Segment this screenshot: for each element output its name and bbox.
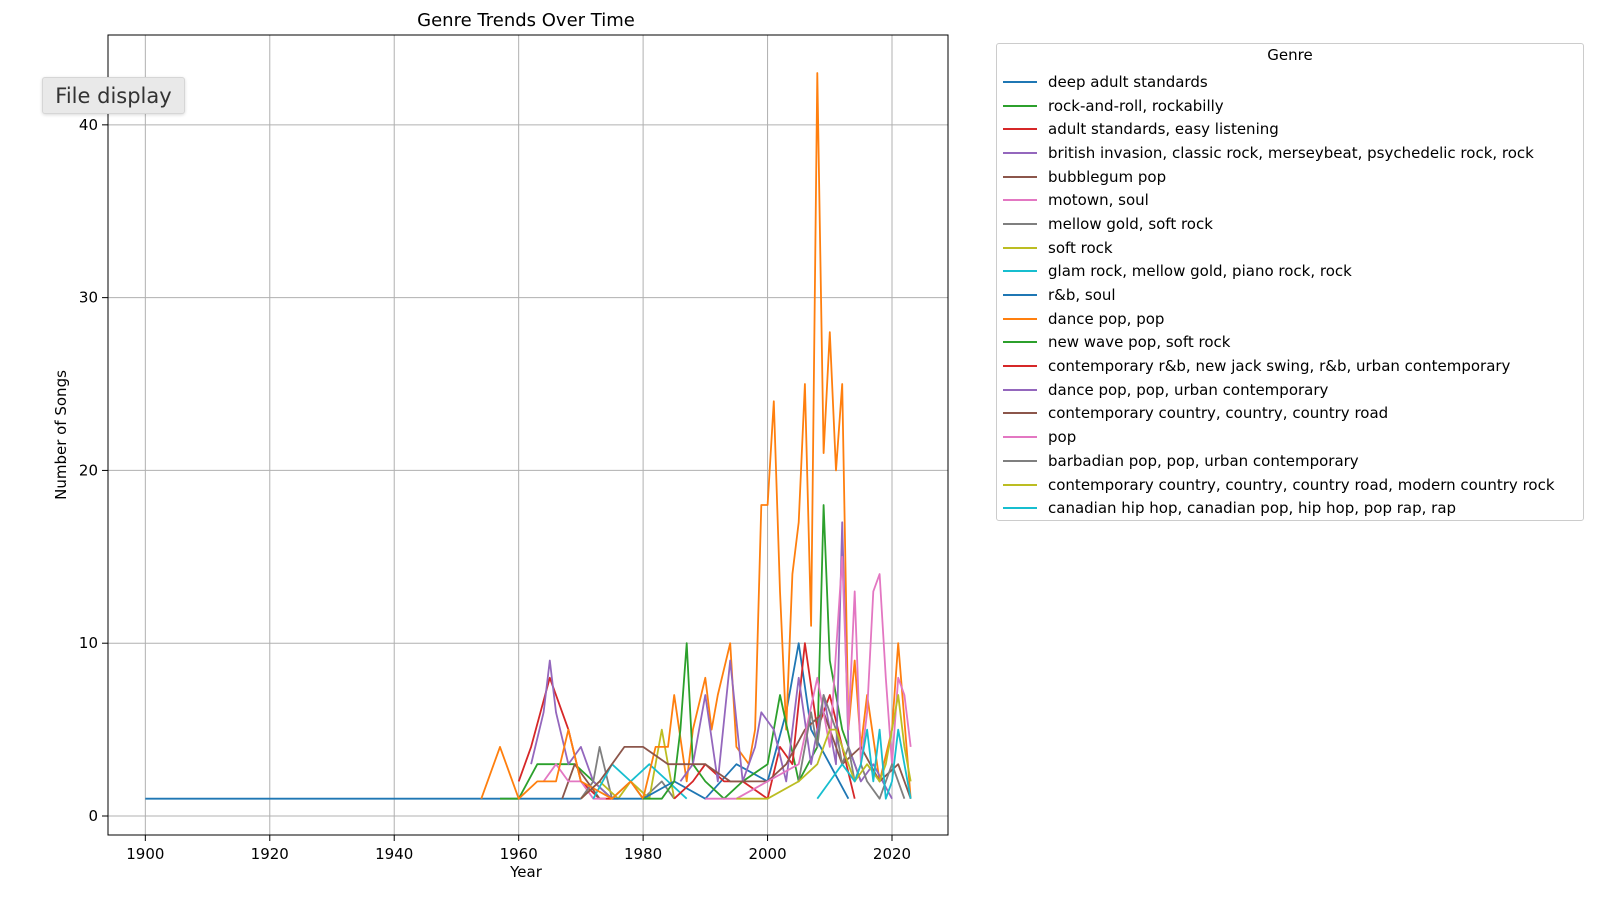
x-axis-label: Year xyxy=(509,863,543,881)
legend-item: soft rock xyxy=(1003,236,1579,260)
chart-title: Genre Trends Over Time xyxy=(417,10,635,31)
legend-swatch xyxy=(1003,151,1037,154)
legend-swatch xyxy=(1003,222,1037,225)
legend-label: contemporary r&b, new jack swing, r&b, u… xyxy=(1048,357,1511,376)
y-tick-label: 10 xyxy=(79,634,98,652)
legend-label: barbadian pop, pop, urban contemporary xyxy=(1048,451,1359,470)
legend-label: rock-and-roll, rockabilly xyxy=(1048,96,1224,115)
legend-label: soft rock xyxy=(1048,238,1113,257)
legend-label: pop xyxy=(1048,428,1077,447)
legend-item: adult standards, easy listening xyxy=(1003,117,1579,141)
legend: Genre deep adult standards rock-and-roll,… xyxy=(996,43,1584,521)
plot-frame xyxy=(107,34,949,836)
legend-item: bubblegum pop xyxy=(1003,165,1579,189)
legend-swatch xyxy=(1003,483,1037,486)
x-tick-label: 1980 xyxy=(624,845,662,863)
legend-item: barbadian pop, pop, urban contemporary xyxy=(1003,449,1579,473)
y-tick-label: 30 xyxy=(79,289,98,307)
legend-label: dance pop, pop, urban contemporary xyxy=(1048,380,1329,399)
series-lines xyxy=(145,72,912,800)
x-tick-label: 1920 xyxy=(251,845,289,863)
legend-swatch xyxy=(1003,341,1037,344)
file-display-button[interactable]: File display xyxy=(42,77,185,114)
legend-item: glam rock, mellow gold, piano rock, rock xyxy=(1003,260,1579,284)
legend-item: motown, soul xyxy=(1003,188,1579,212)
legend-label: new wave pop, soft rock xyxy=(1048,333,1231,352)
legend-items: deep adult standards rock-and-roll, rocka… xyxy=(1003,70,1579,520)
legend-label: contemporary country, country, country r… xyxy=(1048,475,1555,494)
legend-label: motown, soul xyxy=(1048,191,1149,210)
x-tick-label: 1900 xyxy=(126,845,164,863)
axis-ticks: 1900 1920 1940 1960 1980 2000 2020 0 10 20 30 40 xyxy=(79,116,911,863)
x-tick-label: 1960 xyxy=(500,845,538,863)
legend-label: british invasion, classic rock, merseybe… xyxy=(1048,143,1534,162)
legend-label: adult standards, easy listening xyxy=(1048,120,1279,139)
legend-title: Genre xyxy=(1267,46,1313,64)
series-line xyxy=(480,72,912,800)
legend-label: bubblegum pop xyxy=(1048,167,1167,186)
legend-item: mellow gold, soft rock xyxy=(1003,212,1579,236)
legend-item: new wave pop, soft rock xyxy=(1003,331,1579,355)
x-tick-label: 1940 xyxy=(375,845,413,863)
legend-item: deep adult standards xyxy=(1003,70,1579,94)
y-tick-label: 20 xyxy=(79,461,98,479)
legend-swatch xyxy=(1003,80,1037,83)
legend-swatch xyxy=(1003,246,1037,249)
y-tick-label: 0 xyxy=(88,807,98,825)
legend-swatch xyxy=(1003,412,1037,415)
legend-swatch xyxy=(1003,128,1037,131)
series-line xyxy=(530,659,613,800)
series-line xyxy=(705,555,912,800)
x-tick-label: 2000 xyxy=(748,845,786,863)
legend-label: deep adult standards xyxy=(1048,72,1208,91)
x-tick-label: 2020 xyxy=(873,845,911,863)
y-tick-label: 40 xyxy=(79,116,98,134)
legend-item: british invasion, classic rock, merseybe… xyxy=(1003,141,1579,165)
legend-item: rock-and-roll, rockabilly xyxy=(1003,94,1579,118)
legend-item: dance pop, pop xyxy=(1003,307,1579,331)
legend-label: canadian hip hop, canadian pop, hip hop,… xyxy=(1048,499,1457,518)
legend-label: glam rock, mellow gold, piano rock, rock xyxy=(1048,262,1352,281)
legend-swatch xyxy=(1003,459,1037,462)
legend-swatch xyxy=(1003,317,1037,320)
legend-swatch xyxy=(1003,436,1037,439)
legend-item: canadian hip hop, canadian pop, hip hop,… xyxy=(1003,496,1579,520)
legend-item: contemporary country, country, country r… xyxy=(1003,402,1579,426)
legend-label: contemporary country, country, country r… xyxy=(1048,404,1389,423)
legend-label: mellow gold, soft rock xyxy=(1048,214,1213,233)
legend-item: dance pop, pop, urban contemporary xyxy=(1003,378,1579,402)
legend-label: r&b, soul xyxy=(1048,286,1116,305)
legend-swatch xyxy=(1003,104,1037,107)
legend-swatch xyxy=(1003,507,1037,510)
legend-swatch xyxy=(1003,175,1037,178)
series-line xyxy=(816,728,912,800)
series-line xyxy=(542,763,606,800)
legend-item: contemporary country, country, country r… xyxy=(1003,473,1579,497)
series-line xyxy=(580,711,912,800)
legend-swatch xyxy=(1003,388,1037,391)
legend-swatch xyxy=(1003,294,1037,297)
legend-swatch xyxy=(1003,365,1037,368)
legend-item: r&b, soul xyxy=(1003,283,1579,307)
legend-item: pop xyxy=(1003,425,1579,449)
legend-item: contemporary r&b, new jack swing, r&b, u… xyxy=(1003,354,1579,378)
legend-swatch xyxy=(1003,270,1037,273)
legend-label: dance pop, pop xyxy=(1048,309,1165,328)
y-axis-label: Number of Songs xyxy=(52,370,70,500)
legend-swatch xyxy=(1003,199,1037,202)
